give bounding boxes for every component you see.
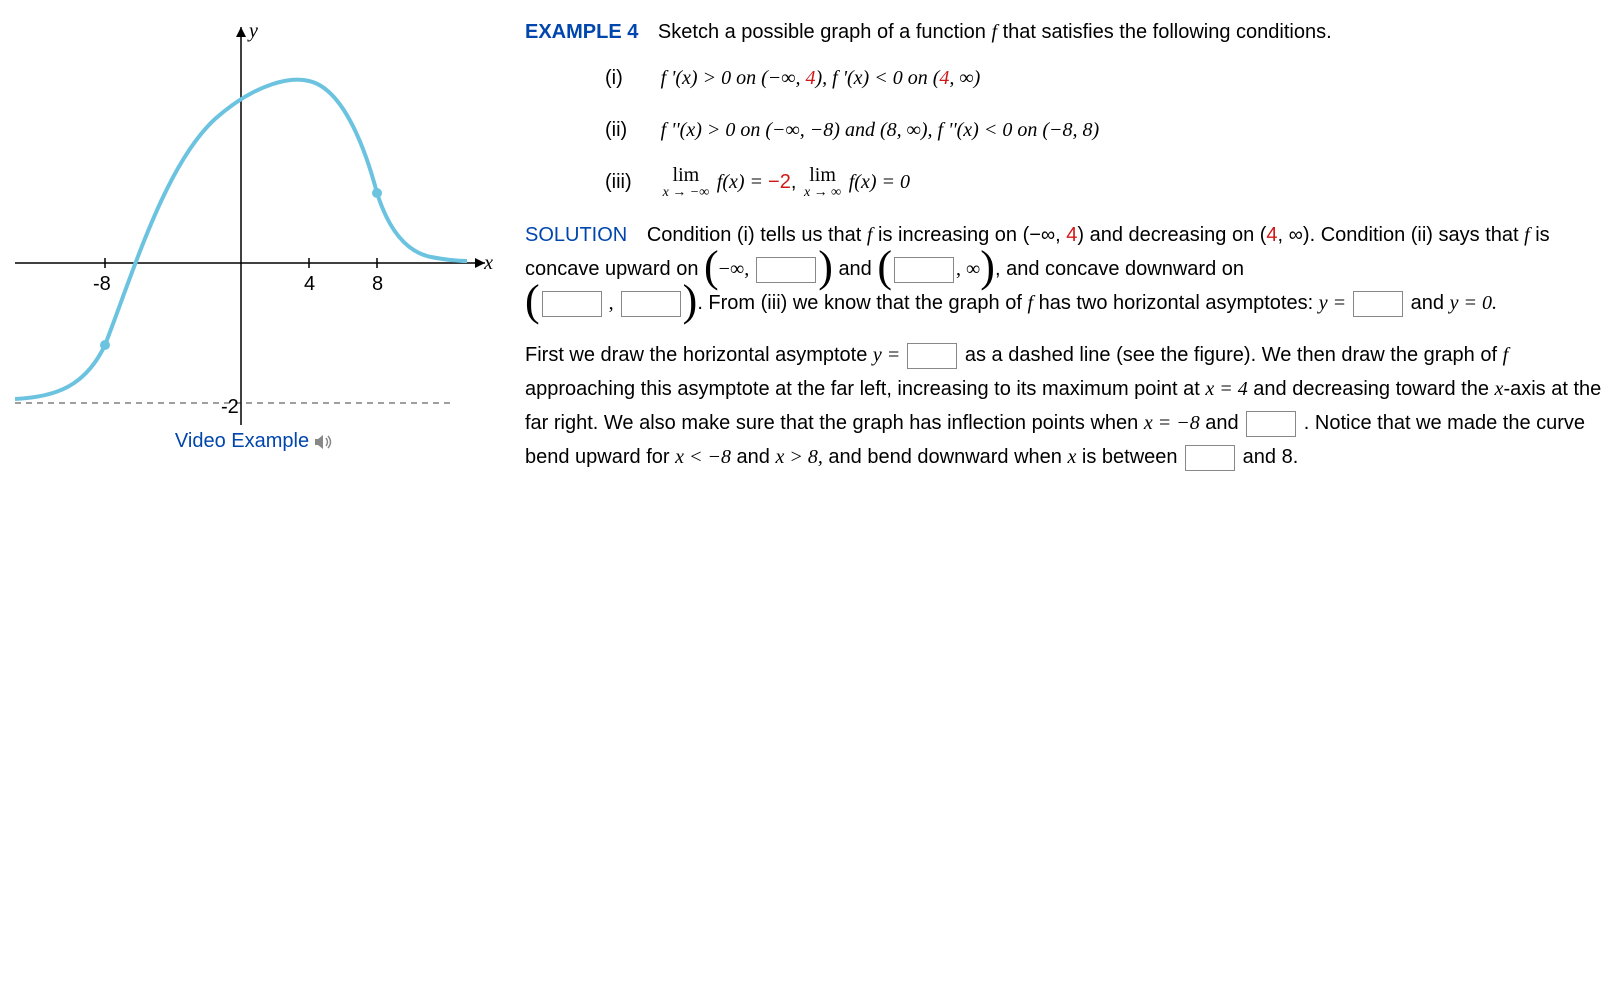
blank-input-7[interactable] bbox=[1246, 411, 1296, 437]
video-example-label: Video Example bbox=[175, 430, 309, 453]
example-label: EXAMPLE 4 bbox=[525, 21, 638, 43]
example-heading: EXAMPLE 4 Sketch a possible graph of a f… bbox=[525, 15, 1603, 49]
condition-ii: (ii) f ''(x) > 0 on (−∞, −8) and (8, ∞),… bbox=[605, 113, 1603, 147]
cond-i-text: f '(x) > 0 on (−∞, 4), f '(x) < 0 on (4,… bbox=[661, 67, 981, 89]
svg-text:y: y bbox=[247, 20, 258, 42]
blank-input-8[interactable] bbox=[1185, 445, 1235, 471]
right-column: EXAMPLE 4 Sketch a possible graph of a f… bbox=[525, 15, 1603, 474]
svg-text:-8: -8 bbox=[93, 273, 111, 295]
speaker-icon bbox=[315, 434, 335, 450]
blank-input-1[interactable] bbox=[756, 257, 816, 283]
blank-input-5[interactable] bbox=[1353, 291, 1403, 317]
blank-input-3[interactable] bbox=[542, 291, 602, 317]
limit-neg-inf: lim x → −∞ bbox=[663, 165, 710, 200]
svg-text:-2: -2 bbox=[221, 396, 239, 418]
paragraph-2: First we draw the horizontal asymptote y… bbox=[525, 338, 1603, 474]
prompt-text-b: that satisfies the following conditions. bbox=[997, 21, 1332, 43]
blank-input-4[interactable] bbox=[621, 291, 681, 317]
limit-pos-inf: lim x → ∞ bbox=[804, 165, 841, 200]
condition-iii: (iii) lim x → −∞ f(x) = −2, lim x → ∞ f(… bbox=[605, 165, 1603, 200]
solution-block: SOLUTION Condition (i) tells us that f i… bbox=[525, 218, 1603, 320]
svg-text:8: 8 bbox=[372, 273, 383, 295]
left-column: -8 4 8 -2 y x Video Example bbox=[15, 15, 495, 453]
prompt-text-a: Sketch a possible graph of a function bbox=[658, 21, 992, 43]
cond-ii-text: f ''(x) > 0 on (−∞, −8) and (8, ∞), f ''… bbox=[661, 119, 1100, 141]
svg-text:x: x bbox=[483, 252, 493, 274]
function-graph: -8 4 8 -2 y x bbox=[15, 15, 495, 425]
condition-i: (i) f '(x) > 0 on (−∞, 4), f '(x) < 0 on… bbox=[605, 61, 1603, 95]
blank-input-2[interactable] bbox=[894, 257, 954, 283]
blank-input-6[interactable] bbox=[907, 343, 957, 369]
conditions-list: (i) f '(x) > 0 on (−∞, 4), f '(x) < 0 on… bbox=[605, 61, 1603, 200]
solution-label: SOLUTION bbox=[525, 224, 627, 246]
svg-text:4: 4 bbox=[304, 273, 315, 295]
video-example-link[interactable]: Video Example bbox=[15, 430, 495, 453]
